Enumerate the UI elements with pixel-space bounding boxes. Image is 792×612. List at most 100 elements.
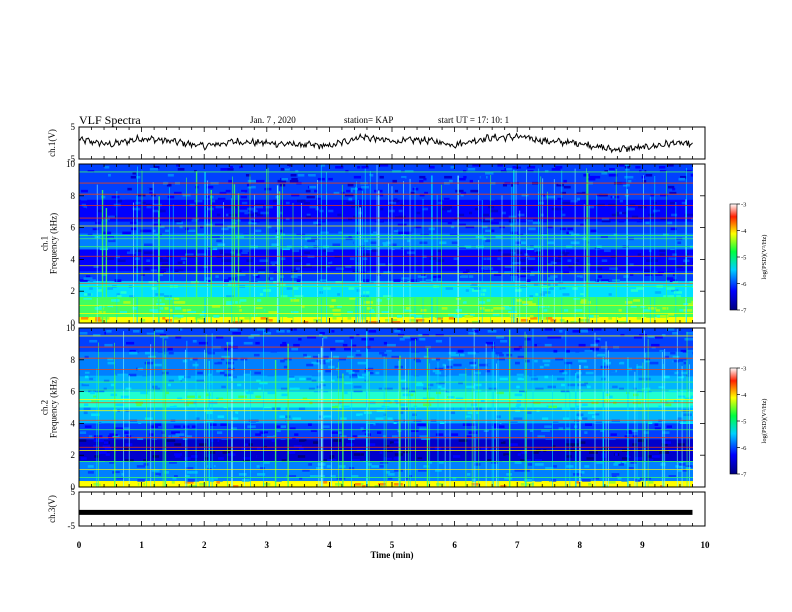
spec1-cell (599, 265, 605, 268)
spec2-cell (442, 465, 449, 468)
spec1-band (79, 219, 693, 223)
spec2-cell (244, 443, 249, 446)
spec1-cell (435, 177, 442, 181)
spec1-cell (391, 205, 398, 209)
spec2-cell (594, 421, 602, 424)
spec1-cell (459, 299, 464, 302)
spec2-cell (605, 391, 609, 395)
spec2-cell (559, 369, 564, 373)
spec2-cell (191, 425, 197, 428)
spec1-cell (398, 231, 404, 235)
spec2-cell (248, 335, 254, 339)
spec1-cell (544, 211, 552, 215)
spec2-cell (620, 333, 625, 337)
spec1-cell (636, 219, 643, 223)
spec2-cell (190, 331, 198, 335)
spec1-cell (470, 313, 475, 316)
spec1-cell (199, 321, 207, 324)
spec1-cell (110, 215, 115, 219)
spec1-cell (528, 303, 537, 306)
spec2-cell (322, 335, 328, 339)
spec2-cell (535, 387, 544, 391)
spec1-cell (662, 289, 666, 292)
spec1-cell (650, 299, 655, 302)
spec1-band (79, 259, 693, 262)
spec2-cell (450, 353, 460, 357)
spec2-cell (505, 455, 509, 458)
spec1-cell (373, 267, 382, 270)
spec1-cell (485, 171, 494, 175)
spec2-cell (541, 429, 550, 432)
spec1-cell (508, 215, 517, 219)
spec2-cell (311, 373, 320, 377)
spec2-cell (594, 339, 600, 343)
ch1-ylabel: ch.1(V) (47, 129, 57, 157)
spec1-cell (475, 235, 484, 239)
spec1-cell (203, 191, 211, 195)
spec1-cell (447, 209, 452, 213)
spec1-cell (459, 309, 465, 312)
spec2-cell (544, 375, 549, 379)
spec1-cell (289, 179, 299, 183)
spec1-cell (391, 199, 400, 203)
spec1-cell (487, 205, 495, 209)
spec2-cell (246, 328, 251, 331)
spec1-cell (463, 173, 473, 177)
spec1-cell (229, 165, 233, 169)
spec2-cell (262, 445, 268, 448)
spec2-cell (485, 341, 495, 345)
spec1-cell (80, 189, 88, 193)
spec2-cell (277, 403, 282, 407)
spec1-cell (282, 247, 290, 251)
spec1-cell (376, 277, 384, 280)
spec2-cell (667, 371, 675, 375)
spec2-cell (146, 329, 152, 333)
spec2-cell (274, 441, 280, 444)
spec1-cell (559, 287, 566, 290)
spec1-cell (599, 179, 609, 183)
spec2-cell (144, 417, 153, 421)
spec2-cell (600, 429, 605, 432)
spec1-cell (215, 199, 224, 203)
spec1-cell (323, 249, 328, 253)
spec1-cell (622, 297, 627, 300)
spec1-cell (356, 205, 363, 209)
spec2-cell (613, 463, 619, 466)
spec2-cell (379, 351, 385, 355)
spec1-band (79, 321, 693, 324)
spec2-cell (582, 465, 590, 468)
spec1-cell (250, 267, 255, 270)
spec1-cell (502, 183, 508, 187)
spec2-cell (624, 435, 630, 438)
spec1-cell (632, 293, 642, 296)
spec1-cell (204, 201, 211, 205)
cbar2-bar (729, 367, 738, 475)
spec2-cell (337, 375, 345, 379)
spec2-cell (600, 365, 610, 369)
spec1-cell (611, 213, 620, 217)
spec1-cell (600, 235, 608, 239)
spec1-cell (436, 189, 444, 193)
spec2-cell (197, 371, 203, 375)
spec2-cell (549, 363, 556, 367)
spec1-cell (561, 201, 570, 205)
spec2-cell (360, 453, 364, 456)
spec2-cell (213, 439, 218, 442)
spec2-cell (93, 415, 100, 419)
spec1-cell (404, 309, 412, 312)
spec2-cell (328, 445, 338, 448)
spec2-cell (685, 467, 691, 470)
spec2-cell (354, 483, 361, 486)
spec1-cell (489, 209, 499, 213)
spec2-cell (129, 419, 138, 423)
spec1-cell (134, 217, 141, 221)
spec2-cell (638, 377, 644, 381)
spec1-band (79, 221, 693, 225)
spec1-cell (368, 267, 378, 270)
spec1-cell (391, 247, 395, 251)
spec2-cell (527, 411, 532, 415)
spec1-cell (613, 233, 618, 237)
spec2-ylabel: ch.2 (40, 400, 50, 415)
spec2-cell (593, 477, 600, 480)
spec2-cell (80, 393, 85, 397)
